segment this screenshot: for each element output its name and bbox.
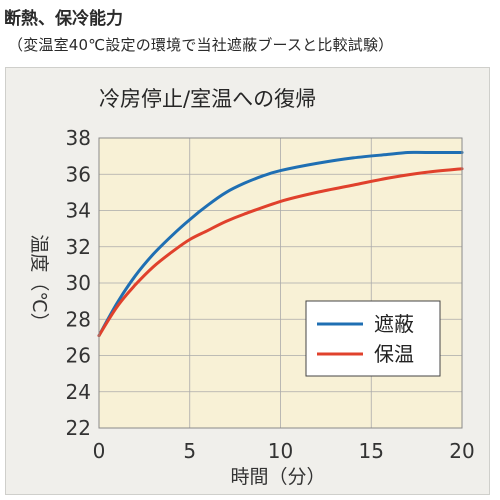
- page-heading: 断熱、保冷能力: [4, 9, 123, 29]
- y-tick-24: 24: [66, 380, 91, 404]
- legend-label-2: 保温: [374, 342, 414, 366]
- x-tick-labels: 0 5 10 15 20: [93, 439, 475, 463]
- chart-title: 冷房停止/室温への復帰: [99, 87, 316, 111]
- y-tick-26: 26: [66, 344, 91, 368]
- series-line-1: [97, 150, 464, 338]
- legend-box: [305, 300, 441, 377]
- x-tick-0: 0: [93, 439, 106, 463]
- y-tick-38: 38: [66, 126, 91, 150]
- x-axis-label: 時間（分）: [230, 466, 325, 488]
- y-tick-22: 22: [66, 416, 91, 440]
- y-axis-label: 温度（℃）: [28, 234, 50, 331]
- y-tick-labels: 22 24 26 28 30 32 34 36 38: [66, 126, 91, 440]
- y-tick-32: 32: [66, 235, 91, 259]
- y-tick-30: 30: [66, 271, 91, 295]
- x-tick-15: 15: [359, 439, 384, 463]
- y-tick-28: 28: [66, 307, 91, 331]
- y-tick-34: 34: [66, 199, 91, 223]
- page-subheading: （変温室40℃設定の環境で当社遮蔽ブースと比較試験）: [8, 36, 394, 54]
- series-lines: [97, 150, 464, 338]
- y-tick-36: 36: [66, 162, 91, 186]
- legend-label-1: 遮蔽: [374, 312, 414, 336]
- x-tick-10: 10: [268, 439, 293, 463]
- series-line-2: [97, 167, 464, 338]
- x-tick-20: 20: [449, 439, 474, 463]
- plot-frame: [98, 137, 463, 429]
- x-tick-5: 5: [183, 439, 196, 463]
